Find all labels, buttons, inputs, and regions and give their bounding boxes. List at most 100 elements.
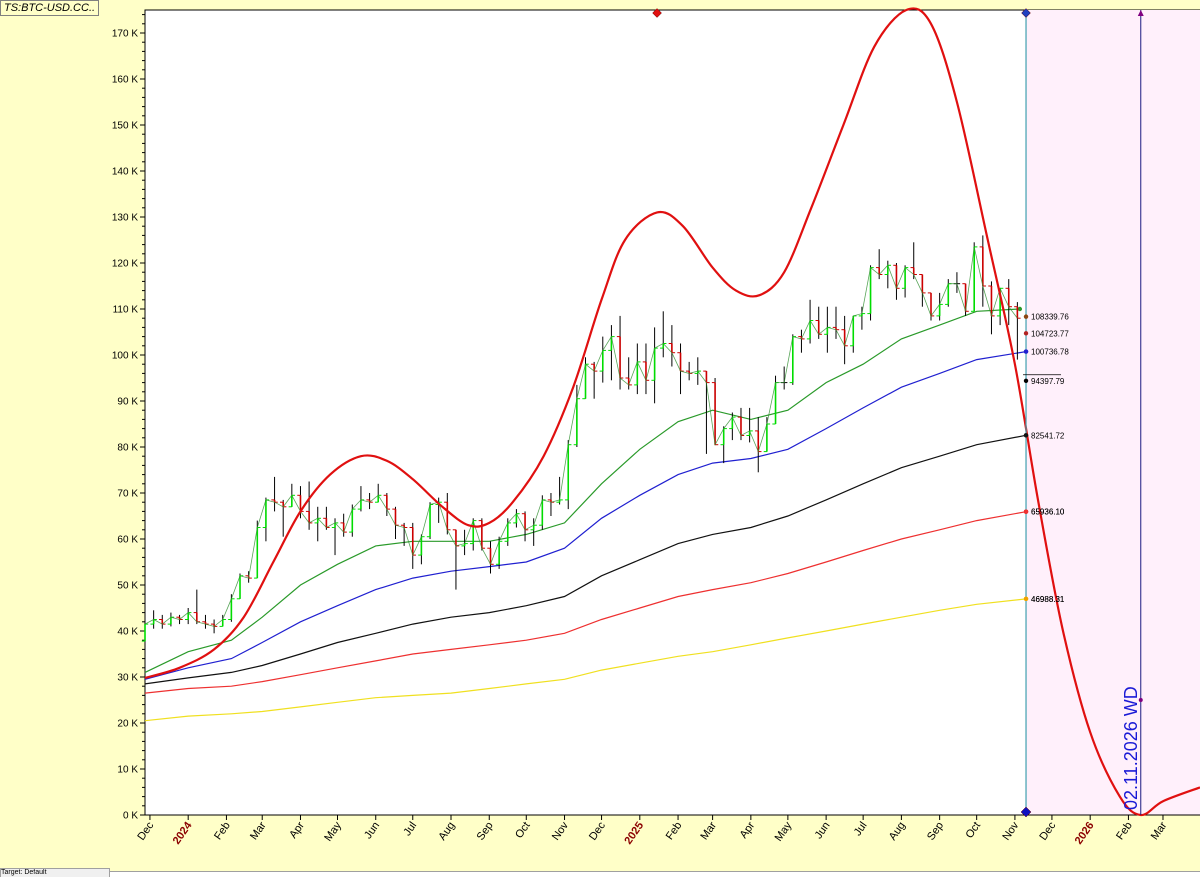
price-bar [314,506,321,542]
x-month-label: Aug [887,820,908,843]
price-bar [279,499,287,537]
price-bar [513,509,520,528]
price-bar [573,384,581,447]
price-bar [919,274,926,307]
price-bar [815,306,822,339]
x-month-label: Oct [963,820,983,841]
price-bar [970,242,978,312]
x-month-label: Sep [925,820,946,843]
value-label: 65936.10 [1031,508,1065,517]
value-label: 104723.77 [1031,329,1069,338]
y-tick-label: 60 K [117,535,138,546]
price-bar [1005,279,1012,326]
y-tick-label: 0 K [123,811,138,822]
y-tick-label: 30 K [117,673,138,684]
price-bar [323,506,330,530]
moving-average-endpoint [1017,306,1023,312]
price-bar [979,235,987,307]
value-dot [1023,596,1029,602]
price-bar [331,518,339,556]
x-month-label: Feb [212,820,233,842]
price-bar [418,534,425,565]
price-bar [850,315,857,353]
price-bar [806,299,814,344]
price-bar [590,361,598,399]
moving-average-line [144,511,1027,694]
value-label: 46988.31 [1031,595,1065,604]
moving-averages [144,306,1029,722]
y-tick-label: 80 K [117,443,138,454]
price-bar [193,589,201,625]
price-bar [634,343,641,395]
diamond-marker [1021,8,1031,18]
x-month-label: Dec [587,819,608,842]
price-bar [452,529,460,590]
y-tick-label: 50 K [117,581,138,592]
price-bar [893,263,900,300]
price-bar [988,281,995,335]
x-month-label: Mar [1149,820,1170,843]
y-tick-label: 100 K [112,351,138,362]
x-year-label: 2026 [1073,820,1097,847]
price-bar [651,327,658,404]
close-line [144,246,1018,627]
vertical-markers: 02.11.2026 WD [1025,10,1142,815]
x-month-label: Aug [436,820,457,843]
price-bar [841,315,848,365]
bottom-tab[interactable]: Target: Default [0,868,110,877]
price-bar [219,614,226,627]
value-label: 94397.79 [1031,377,1065,386]
x-year-label: 2024 [171,819,195,847]
price-bar [668,325,676,367]
price-bar [375,483,382,503]
x-month-label: May [322,819,344,843]
price-bar [711,378,719,446]
moving-average-line [144,434,1027,685]
value-label: 46988.31 [1031,595,1065,604]
price-bar [426,502,434,539]
moving-average-line [144,308,1020,673]
price-bar [1014,302,1021,360]
markers [652,8,1144,818]
forecast-region [1026,10,1200,815]
value-dot [1023,378,1029,383]
price-bar [305,481,313,530]
price-bar [642,343,650,395]
x-month-label: Oct [513,820,533,841]
value-dot [1023,331,1029,336]
price-bar [340,513,347,537]
price-bar [236,573,244,600]
price-bar [608,325,615,381]
x-year-label: 2025 [622,820,646,847]
price-bar [254,520,261,579]
price-bar [677,343,684,395]
value-dot [1023,433,1029,438]
bottom-scrollbar[interactable] [110,871,1200,877]
price-bar [910,242,917,280]
y-tick-label: 90 K [117,397,138,408]
symbol-label[interactable]: TS:BTC-USD.CC.. [0,0,100,16]
price-bar [383,493,391,516]
value-labels: 100736.78 82541.72 65936.10 46988.31 108339.… [1023,313,1069,604]
price-bar [409,522,416,569]
moving-average-line [144,598,1027,722]
price-bar [487,541,494,574]
x-month-label: Dec [1037,819,1058,842]
price-bar [444,493,451,535]
price-bar [660,311,667,358]
price-bar [470,518,477,551]
y-tick-label: 70 K [117,489,138,500]
price-bar [565,440,572,510]
value-label: 65936.10 [1031,508,1065,517]
price-bar [936,292,943,321]
y-tick-label: 40 K [117,627,138,638]
x-month-label: Mar [698,820,719,843]
x-month-label: Apr [738,820,758,841]
arrow-marker [1137,10,1144,16]
value-dot [1023,509,1029,514]
x-month-label: Nov [1000,819,1021,842]
x-month-label: Jun [813,820,833,841]
x-month-label: Dec [135,819,156,842]
moving-average-line [144,351,1027,680]
